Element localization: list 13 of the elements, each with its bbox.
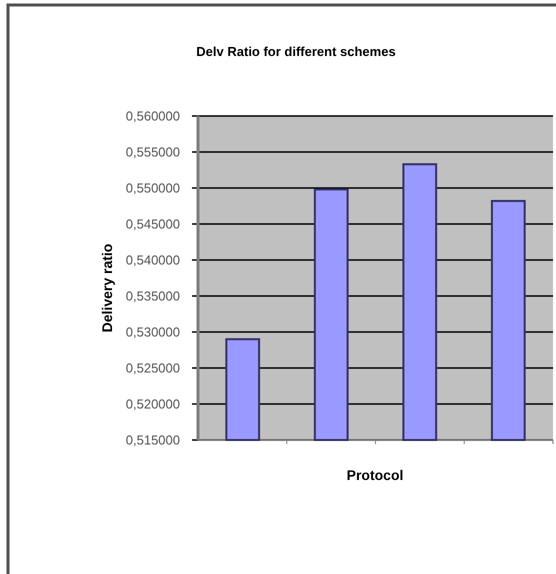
- y-tick-label: 0,555000: [126, 144, 180, 160]
- y-tick-label: 0,520000: [126, 396, 180, 412]
- y-tick-label: 0,525000: [126, 360, 180, 376]
- y-tick-label: 0,540000: [126, 252, 180, 268]
- y-tick-label: 0,515000: [126, 432, 180, 448]
- y-tick-label: 0,530000: [126, 324, 180, 340]
- y-tick-label: 0,545000: [126, 216, 180, 232]
- y-tick-label: 0,550000: [126, 180, 180, 196]
- y-axis-title: Delivery ratio: [99, 244, 115, 332]
- y-tick-label: 0,535000: [126, 288, 180, 304]
- y-tick-label: 0,560000: [126, 108, 180, 124]
- x-axis-title: Protocol: [346, 467, 404, 483]
- chart-title: Delv Ratio for different schemes: [196, 44, 396, 59]
